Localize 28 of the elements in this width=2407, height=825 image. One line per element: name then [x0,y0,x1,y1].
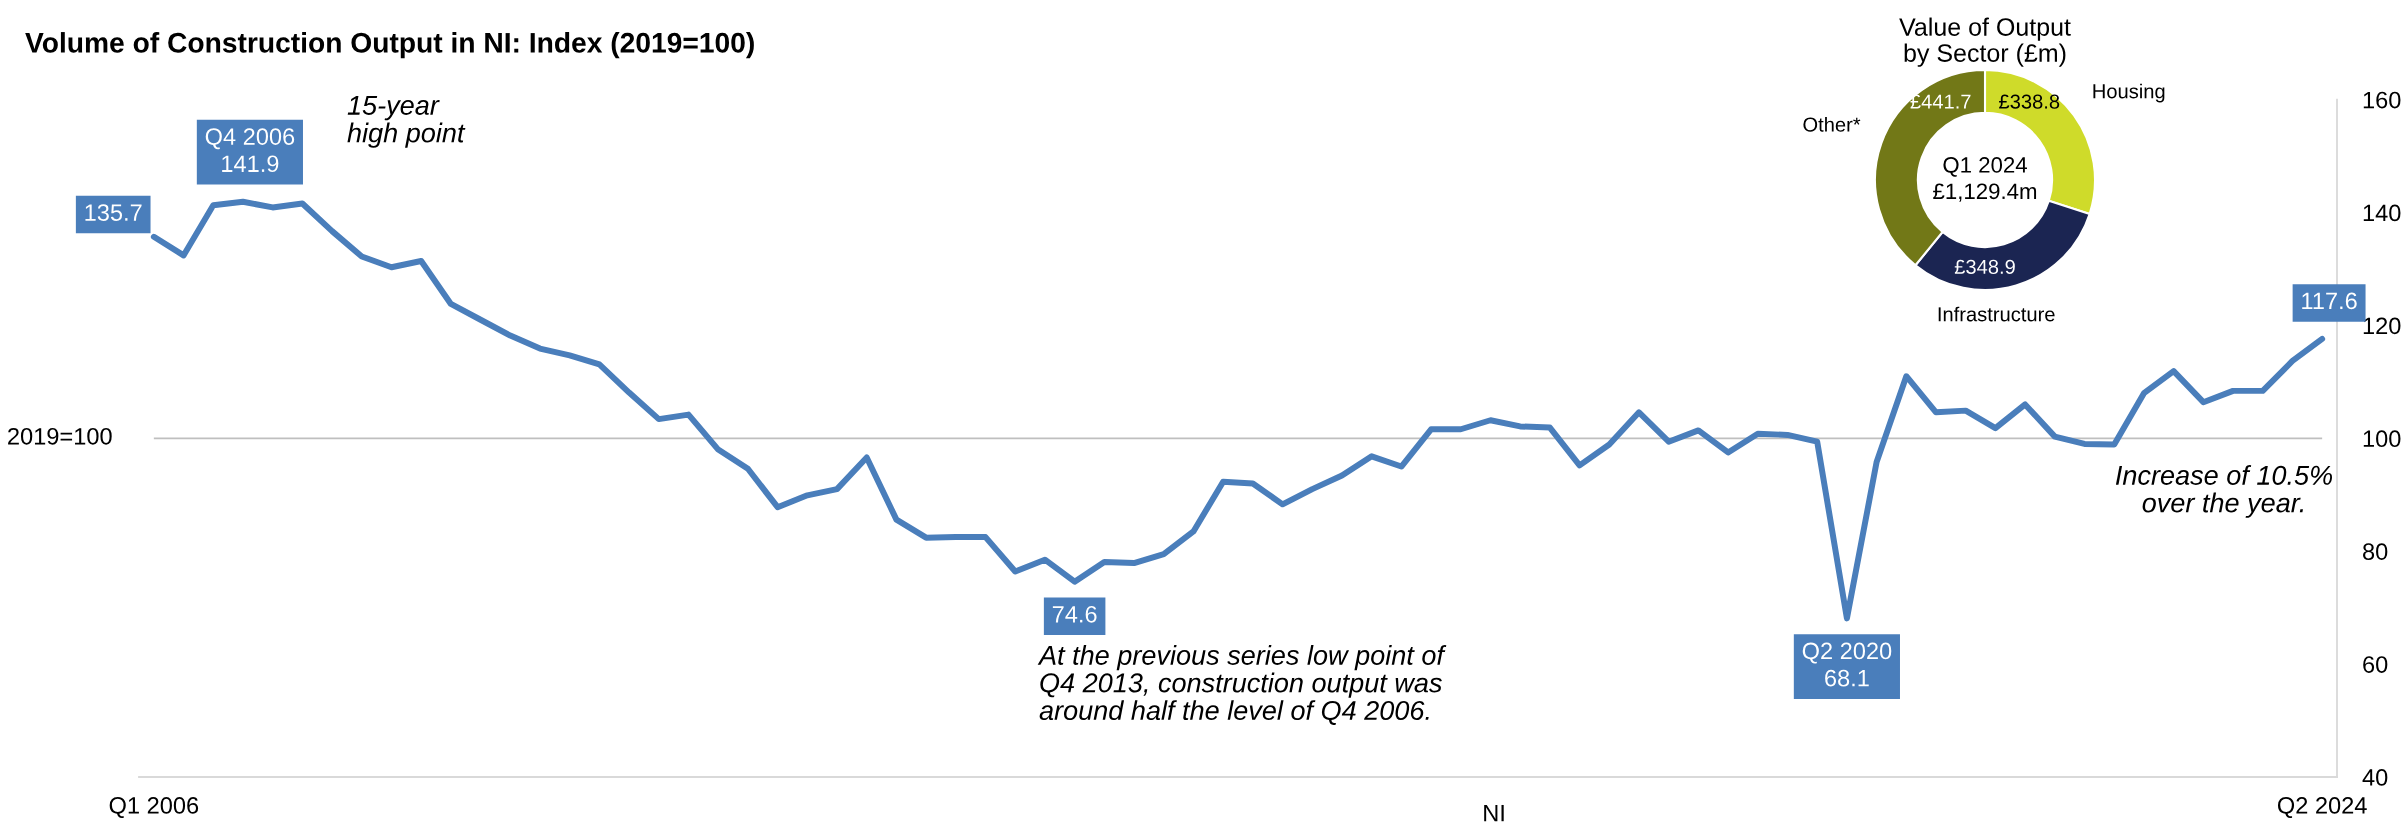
annotation: 15-year high point [347,95,466,148]
data-label: 117.6 [2302,292,2357,310]
x-axis-title: NI [1484,804,1504,822]
chart-title: Volume of Construction Output in NI: Index (2019=100) [25,32,754,59]
data-label: £441.7 [1910,94,1971,109]
y-tick-label: 60 [2363,656,2388,673]
data-label: £348.9 [1954,259,2015,274]
x-tick-label: Q2 2024 [2277,797,2367,819]
y-tick-label: 40 [2362,769,2388,786]
y-tick-label: 100 [2363,430,2401,448]
slice-label: Infrastructure [1938,306,2055,322]
y-tick-label: 140 [2363,204,2401,222]
y-tick-label: 80 [2363,543,2388,560]
annotation: Q1 2024 £1,129.4m [1933,157,2037,202]
annotation: Increase of 10.5% over the year. [2115,465,2332,518]
x-tick-label: Q1 2006 [109,797,199,819]
slice-label: Other* [1803,116,1861,132]
y-tick-label: 120 [2363,317,2401,335]
data-label: Q2 2020 68.1 [1802,642,1892,687]
y-tick-label: 160 [2363,91,2401,109]
slice-label: Housing [2093,83,2165,103]
data-label: £338.8 [1999,94,2060,109]
data-label: 135.7 [85,204,142,221]
chart-title: Value of Output by Sector (£m) [1899,17,2071,67]
annotation: At the previous series low point of Q4 2013, construction output was around half the level of Q4 2006. [1037,645,1447,725]
data-label: 74.6 [1052,605,1097,623]
data-label: Q4 2006 141.9 [205,128,295,173]
ref-line-label: 2019=100 [8,427,112,445]
